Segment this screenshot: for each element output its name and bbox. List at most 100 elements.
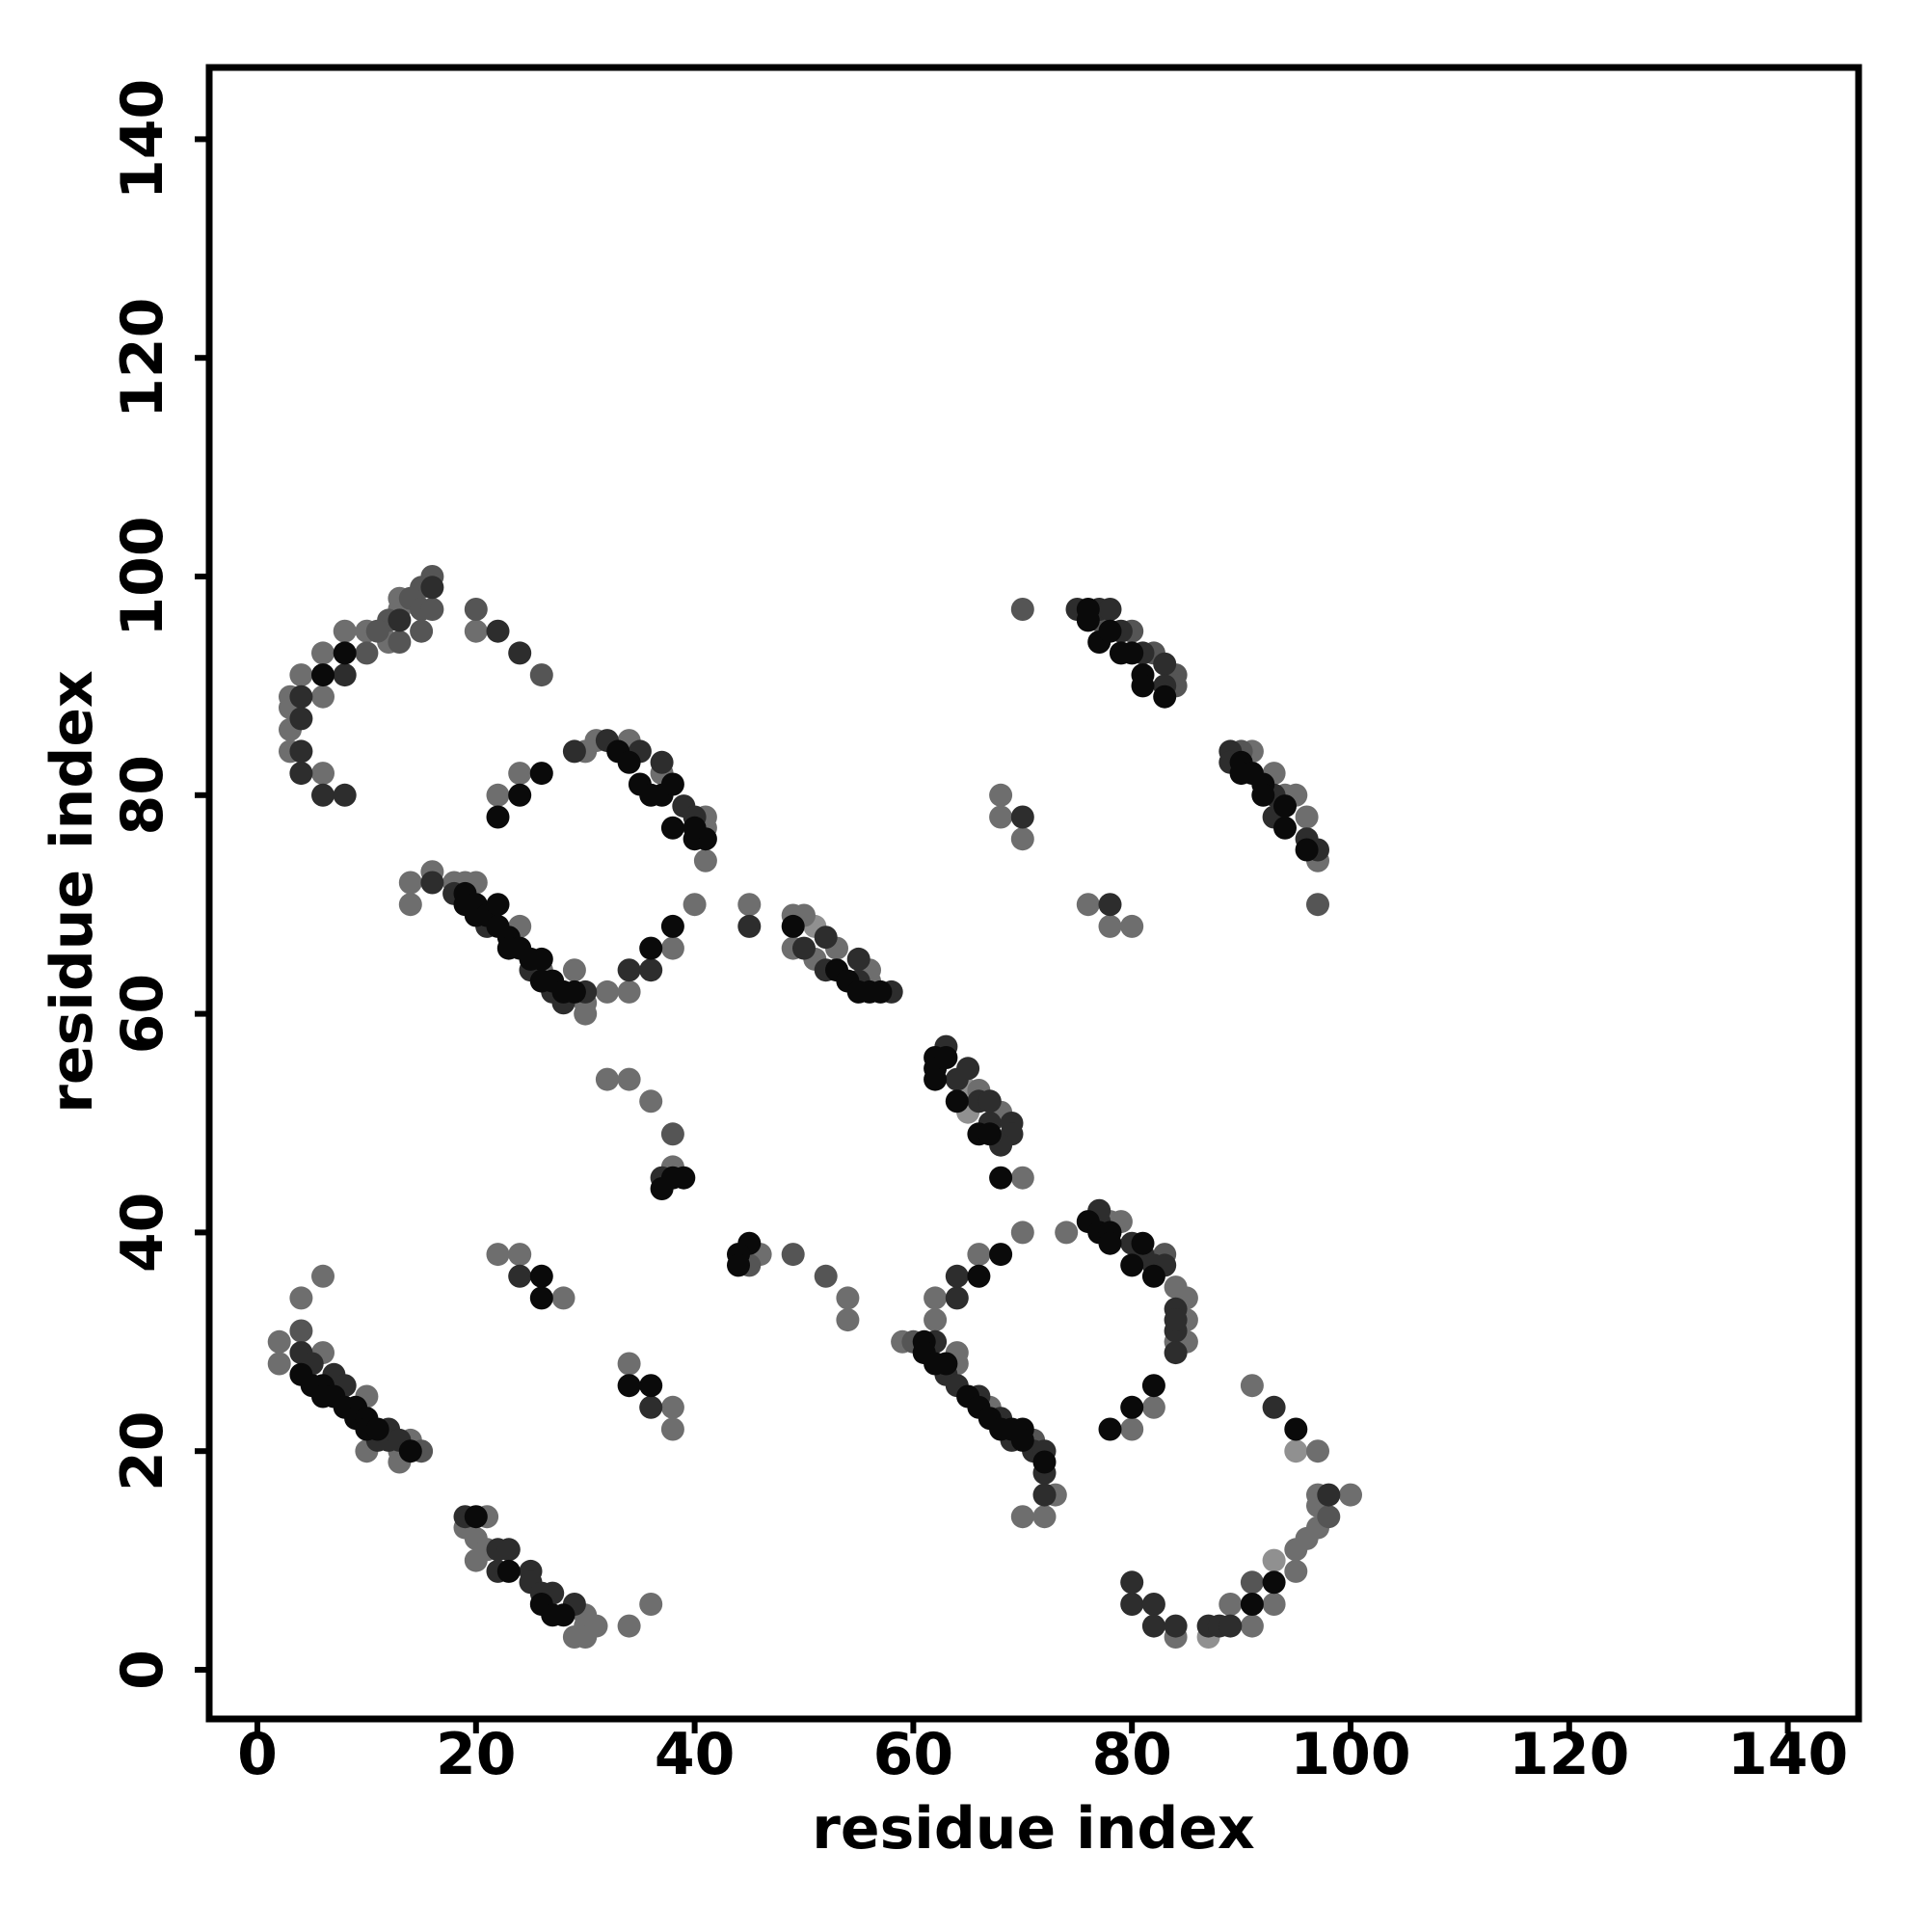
data-point bbox=[333, 783, 357, 807]
data-point bbox=[1339, 1483, 1362, 1507]
data-point bbox=[420, 871, 444, 895]
data-point bbox=[289, 1319, 313, 1343]
data-point bbox=[1141, 1374, 1165, 1398]
data-points-layer bbox=[267, 565, 1362, 1649]
data-point bbox=[1032, 1483, 1057, 1507]
data-point bbox=[836, 1286, 860, 1310]
data-point bbox=[529, 762, 553, 786]
data-point bbox=[529, 1286, 553, 1310]
data-point bbox=[945, 1286, 969, 1310]
data-point bbox=[508, 1264, 532, 1288]
data-point bbox=[1098, 893, 1122, 917]
data-point bbox=[1306, 893, 1329, 917]
data-point bbox=[1251, 783, 1275, 807]
data-point bbox=[945, 1089, 969, 1114]
data-point bbox=[289, 1286, 313, 1310]
data-point bbox=[924, 1067, 948, 1091]
data-point bbox=[1240, 1593, 1264, 1616]
data-point bbox=[617, 1374, 641, 1398]
data-point bbox=[1120, 1593, 1144, 1616]
data-point bbox=[398, 871, 422, 895]
data-point bbox=[1141, 1395, 1165, 1419]
data-point bbox=[836, 1308, 860, 1332]
data-point bbox=[934, 1352, 958, 1376]
y-tick-label: 100 bbox=[109, 516, 176, 636]
data-point bbox=[1164, 1341, 1188, 1365]
data-point bbox=[1076, 893, 1100, 917]
data-point bbox=[639, 936, 663, 960]
data-point bbox=[398, 1439, 422, 1463]
data-point bbox=[639, 1374, 663, 1398]
data-point bbox=[660, 816, 684, 840]
data-point bbox=[1262, 1548, 1286, 1572]
data-point bbox=[1284, 1439, 1308, 1463]
data-point bbox=[1120, 914, 1144, 938]
y-axis-title: residue index bbox=[39, 670, 106, 1113]
data-point bbox=[1010, 1428, 1034, 1452]
x-tick-label: 100 bbox=[1290, 1721, 1410, 1788]
data-point bbox=[1306, 1439, 1329, 1463]
data-point bbox=[1141, 1614, 1165, 1638]
data-point bbox=[486, 783, 510, 807]
data-point bbox=[333, 619, 357, 643]
data-point bbox=[1141, 1264, 1165, 1288]
data-point bbox=[1120, 641, 1144, 665]
data-point bbox=[781, 1243, 805, 1267]
data-point bbox=[1120, 1570, 1144, 1595]
data-point bbox=[650, 1177, 674, 1200]
data-point bbox=[267, 1352, 291, 1376]
y-tick-label: 0 bbox=[109, 1650, 176, 1690]
data-point bbox=[486, 893, 510, 917]
data-point bbox=[660, 1122, 684, 1146]
y-tick-label: 80 bbox=[109, 755, 176, 836]
data-point bbox=[1240, 1374, 1264, 1398]
data-point bbox=[639, 958, 663, 982]
data-point bbox=[1098, 1417, 1122, 1441]
data-point bbox=[1141, 1593, 1165, 1616]
plot-border bbox=[205, 64, 1862, 1723]
data-point bbox=[311, 641, 335, 665]
data-point bbox=[1284, 1559, 1308, 1583]
y-tick-label: 60 bbox=[109, 974, 176, 1055]
data-point bbox=[650, 750, 674, 774]
data-point bbox=[1010, 827, 1034, 851]
data-point bbox=[617, 1352, 641, 1376]
data-point bbox=[1076, 608, 1100, 632]
data-point bbox=[289, 762, 313, 786]
data-point bbox=[924, 1308, 948, 1332]
data-point bbox=[660, 1417, 684, 1441]
data-point bbox=[1098, 619, 1122, 643]
data-point bbox=[977, 1089, 1002, 1114]
data-point bbox=[727, 1253, 750, 1277]
data-point bbox=[1295, 805, 1319, 829]
x-tick-label: 140 bbox=[1727, 1721, 1848, 1788]
y-tick-label: 140 bbox=[109, 79, 176, 200]
data-point bbox=[333, 663, 357, 687]
data-point bbox=[388, 608, 412, 632]
data-point bbox=[289, 684, 313, 709]
data-point bbox=[1098, 598, 1122, 621]
data-point bbox=[311, 684, 335, 709]
x-axis-ticks: 0 20 40 60 80 100 120 140 bbox=[237, 1719, 1848, 1788]
data-point bbox=[1240, 1614, 1264, 1638]
x-tick-label: 120 bbox=[1509, 1721, 1629, 1788]
data-point bbox=[1153, 684, 1177, 709]
y-tick-label: 40 bbox=[109, 1193, 176, 1274]
data-point bbox=[1120, 1395, 1144, 1419]
data-point bbox=[508, 762, 532, 786]
data-point bbox=[1032, 1505, 1057, 1529]
data-point bbox=[934, 1046, 958, 1069]
x-axis-title: residue index bbox=[812, 1795, 1254, 1863]
data-point bbox=[562, 739, 586, 764]
data-point bbox=[562, 979, 586, 1004]
data-point bbox=[529, 663, 553, 687]
data-point bbox=[486, 1243, 510, 1267]
data-point bbox=[410, 619, 434, 643]
data-point bbox=[1032, 1450, 1057, 1474]
x-tick-label: 20 bbox=[436, 1721, 517, 1788]
data-point bbox=[977, 1122, 1002, 1146]
data-point bbox=[1262, 1593, 1286, 1616]
data-point bbox=[1218, 1593, 1243, 1616]
data-point bbox=[1164, 1308, 1188, 1332]
